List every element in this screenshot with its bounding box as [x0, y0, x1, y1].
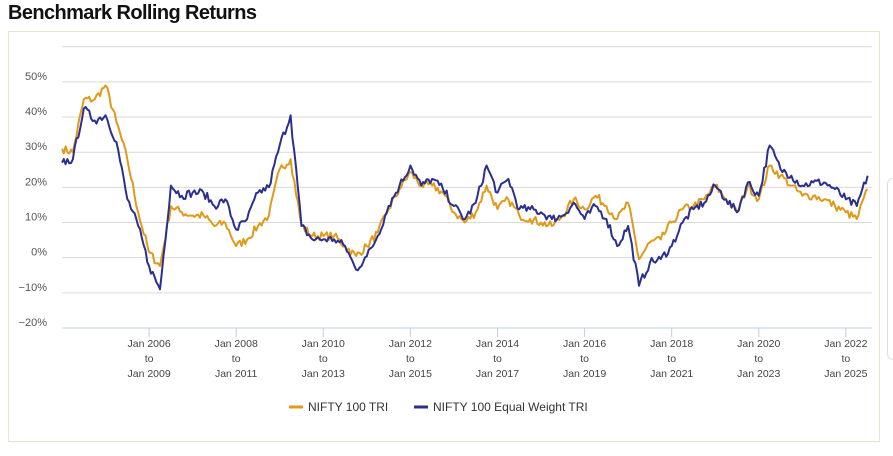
- x-tick-label: Jan 2017: [476, 368, 519, 380]
- y-tick-label: 10%: [25, 212, 47, 224]
- x-tick-label: to: [667, 353, 676, 365]
- x-tick-label: Jan 2015: [389, 368, 432, 380]
- x-tick-label: Jan 2023: [737, 368, 780, 380]
- x-tick-label: to: [319, 353, 328, 365]
- x-tick-label: Jan 2021: [650, 368, 693, 380]
- x-tick-label: Jan 2012: [389, 338, 432, 350]
- x-tick-label: Jan 2022: [824, 338, 867, 350]
- x-tick-label: Jan 2020: [737, 338, 780, 350]
- x-tick-label: Jan 2016: [563, 338, 606, 350]
- chart-container: [8, 31, 880, 442]
- x-tick-label: Jan 2008: [215, 338, 258, 350]
- x-tick-label: Jan 2014: [476, 338, 519, 350]
- x-tick-label: to: [580, 353, 589, 365]
- x-tick-label: to: [841, 353, 850, 365]
- side-panel-edge: [887, 178, 893, 360]
- x-tick-label: to: [754, 353, 763, 365]
- y-tick-label: 50%: [25, 71, 47, 83]
- x-tick-label: Jan 2011: [215, 368, 258, 380]
- y-tick-label: 40%: [25, 106, 47, 118]
- legend-item-label[interactable]: NIFTY 100 Equal Weight TRI: [433, 400, 588, 414]
- y-tick-label: 30%: [25, 141, 47, 153]
- x-tick-label: to: [232, 353, 241, 365]
- x-tick-label: Jan 2009: [127, 368, 170, 380]
- x-tick-label: to: [493, 353, 502, 365]
- x-tick-label: Jan 2010: [302, 338, 345, 350]
- series-line-nifty-100-equal-weight-tri: [61, 105, 869, 291]
- legend-item-label[interactable]: NIFTY 100 TRI: [308, 400, 388, 414]
- x-tick-label: Jan 2018: [650, 338, 693, 350]
- y-tick-label: 0%: [31, 247, 47, 259]
- y-tick-label: 20%: [25, 176, 47, 188]
- y-tick-label: −20%: [19, 317, 48, 329]
- x-tick-label: to: [406, 353, 415, 365]
- x-tick-label: to: [145, 353, 154, 365]
- series-line-nifty-100-tri: [61, 84, 869, 268]
- x-tick-label: Jan 2025: [824, 368, 867, 380]
- y-tick-label: −10%: [19, 282, 48, 294]
- x-tick-label: Jan 2013: [302, 368, 345, 380]
- x-tick-label: Jan 2006: [127, 338, 170, 350]
- x-tick-label: Jan 2019: [563, 368, 606, 380]
- page-title: Benchmark Rolling Returns: [8, 2, 257, 24]
